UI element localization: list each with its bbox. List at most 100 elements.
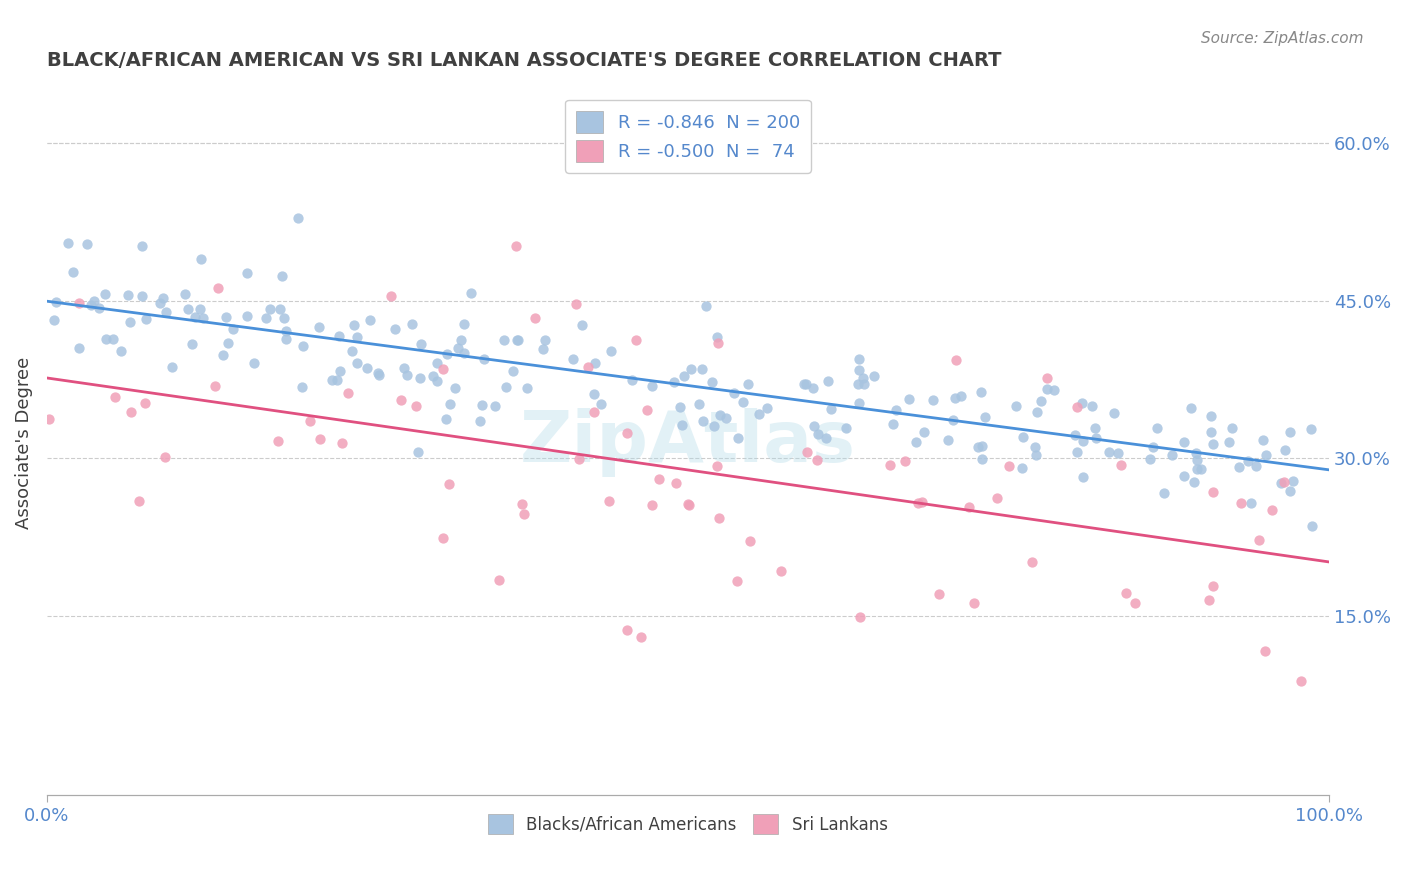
Point <box>432 362 454 376</box>
Point <box>380 289 402 303</box>
Point <box>155 305 177 319</box>
Point <box>1160 448 1182 462</box>
Point <box>620 373 643 387</box>
Point <box>770 564 793 578</box>
Legend: Blacks/African Americans, Sri Lankans: Blacks/African Americans, Sri Lankans <box>479 805 896 843</box>
Point <box>309 432 332 446</box>
Text: ZipAtlas: ZipAtlas <box>520 409 856 477</box>
Point <box>616 425 638 440</box>
Point <box>796 444 818 458</box>
Point <box>966 440 988 454</box>
Y-axis label: Associate's Degree: Associate's Degree <box>15 357 32 529</box>
Point <box>852 371 875 385</box>
Point <box>835 421 858 435</box>
Point <box>1073 434 1095 448</box>
Point <box>42 313 65 327</box>
Point <box>291 380 314 394</box>
Point <box>447 341 470 355</box>
Point <box>337 385 360 400</box>
Point <box>80 298 103 312</box>
Point <box>1173 469 1195 483</box>
Point <box>723 385 745 400</box>
Point <box>636 403 658 417</box>
Point <box>1180 401 1202 416</box>
Point <box>212 348 235 362</box>
Point <box>664 375 686 389</box>
Point <box>120 315 142 329</box>
Point <box>405 399 427 413</box>
Point <box>1026 405 1049 419</box>
Point <box>450 333 472 347</box>
Point <box>1066 400 1088 414</box>
Point <box>110 343 132 358</box>
Point <box>1270 475 1292 490</box>
Point <box>700 375 723 389</box>
Point <box>1021 555 1043 569</box>
Point <box>1102 406 1125 420</box>
Point <box>731 395 754 409</box>
Point <box>153 450 176 464</box>
Point <box>796 376 818 391</box>
Point <box>706 458 728 473</box>
Point <box>1066 444 1088 458</box>
Point <box>706 330 728 344</box>
Point <box>160 360 183 375</box>
Point <box>321 372 343 386</box>
Point <box>1153 486 1175 500</box>
Point <box>439 396 461 410</box>
Point <box>221 322 243 336</box>
Point <box>340 343 363 358</box>
Point <box>690 362 713 376</box>
Point <box>986 491 1008 505</box>
Point <box>367 366 389 380</box>
Point <box>259 301 281 316</box>
Point <box>117 288 139 302</box>
Point <box>38 411 60 425</box>
Point <box>484 399 506 413</box>
Point <box>1025 448 1047 462</box>
Point <box>468 414 491 428</box>
Point <box>945 353 967 368</box>
Point <box>1201 579 1223 593</box>
Point <box>505 239 527 253</box>
Point <box>236 309 259 323</box>
Point <box>367 368 389 382</box>
Point <box>193 311 215 326</box>
Point <box>673 369 696 384</box>
Point <box>562 351 585 366</box>
Point <box>502 364 524 378</box>
Point <box>215 310 238 325</box>
Point <box>814 432 837 446</box>
Point <box>89 301 111 316</box>
Point <box>96 332 118 346</box>
Point <box>1227 459 1250 474</box>
Point <box>957 500 980 514</box>
Point <box>330 435 353 450</box>
Point <box>848 395 870 409</box>
Point <box>1139 452 1161 467</box>
Point <box>131 238 153 252</box>
Point <box>392 361 415 376</box>
Point <box>1036 382 1059 396</box>
Point <box>443 380 465 394</box>
Point <box>1222 421 1244 435</box>
Point <box>436 347 458 361</box>
Point <box>149 296 172 310</box>
Point <box>236 266 259 280</box>
Point <box>725 574 748 588</box>
Point <box>849 609 872 624</box>
Point <box>624 333 647 347</box>
Point <box>641 379 664 393</box>
Point <box>1261 502 1284 516</box>
Point <box>434 411 457 425</box>
Point <box>254 310 277 325</box>
Point <box>67 296 90 310</box>
Point <box>101 332 124 346</box>
Point <box>803 419 825 434</box>
Point <box>669 400 692 414</box>
Point <box>1289 673 1312 688</box>
Point <box>806 453 828 467</box>
Point <box>1254 448 1277 462</box>
Point <box>1253 433 1275 447</box>
Point <box>912 425 935 439</box>
